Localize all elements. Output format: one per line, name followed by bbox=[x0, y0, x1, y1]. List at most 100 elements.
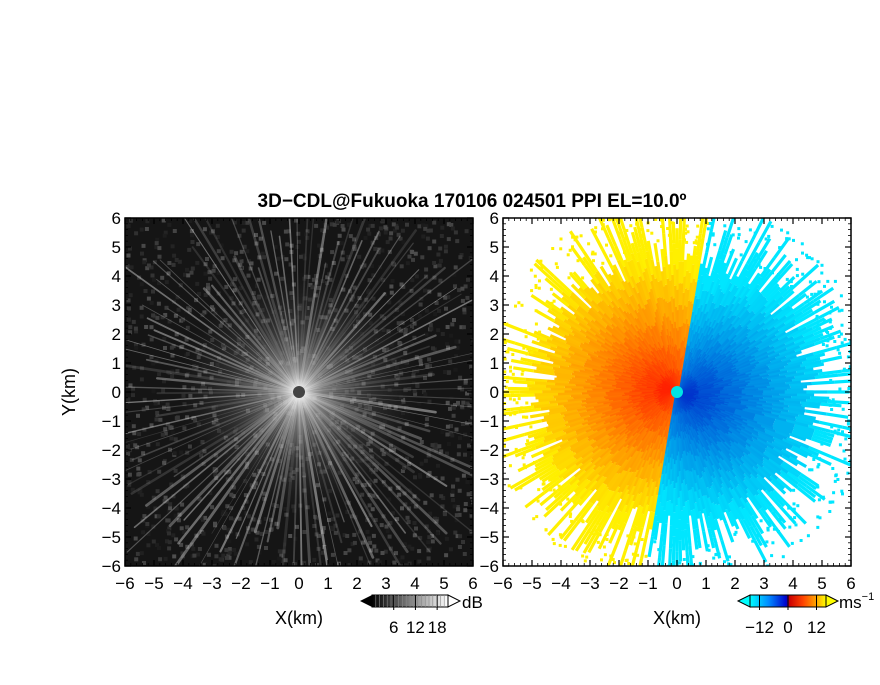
velocity-speckle-pixel bbox=[608, 570, 611, 573]
velocity-speckle-pixel bbox=[792, 239, 795, 242]
velocity-speckle-pixel bbox=[508, 484, 511, 487]
velocity-beam-segment bbox=[675, 488, 676, 512]
noise-pixel bbox=[233, 277, 237, 281]
velocity-speckle-pixel bbox=[866, 357, 869, 360]
noise-pixel bbox=[413, 521, 417, 525]
velocity-speckle-pixel bbox=[773, 528, 776, 531]
velocity-speckle-pixel bbox=[635, 222, 638, 225]
velocity-speckle-pixel bbox=[646, 244, 649, 247]
velocity-speckle-pixel bbox=[829, 379, 832, 382]
noise-pixel bbox=[378, 560, 382, 564]
noise-pixel bbox=[228, 547, 232, 551]
noise-pixel bbox=[278, 549, 282, 553]
velocity-speckle-pixel bbox=[653, 540, 656, 543]
velocity-beam-segment bbox=[539, 400, 556, 401]
velocity-speckle-pixel bbox=[549, 306, 552, 309]
noise-pixel bbox=[453, 504, 457, 508]
velocity-speckle-pixel bbox=[550, 288, 553, 291]
velocity-speckle-pixel bbox=[778, 518, 781, 521]
velocity-beam-segment bbox=[664, 233, 666, 256]
x-tick-label: −1 bbox=[260, 574, 279, 593]
velocity-speckle-pixel bbox=[538, 287, 541, 290]
velocity-beam-segment bbox=[671, 504, 672, 526]
noise-pixel bbox=[419, 303, 423, 307]
noise-pixel bbox=[342, 228, 346, 232]
noise-pixel bbox=[262, 221, 266, 225]
velocity-speckle-pixel bbox=[683, 576, 686, 579]
velocity-speckle-pixel bbox=[484, 368, 487, 371]
noise-pixel bbox=[264, 546, 268, 550]
velocity-speckle-pixel bbox=[788, 526, 791, 529]
velocity-speckle-pixel bbox=[712, 557, 715, 560]
noise-pixel bbox=[371, 507, 375, 511]
velocity-speckle-pixel bbox=[752, 570, 755, 573]
noise-pixel bbox=[447, 237, 451, 241]
velocity-speckle-pixel bbox=[560, 238, 563, 241]
noise-pixel bbox=[285, 242, 289, 246]
velocity-speckle-pixel bbox=[654, 567, 657, 570]
velocity-speckle-pixel bbox=[530, 289, 533, 292]
velocity-speckle-pixel bbox=[671, 221, 674, 224]
noise-pixel bbox=[415, 274, 419, 278]
noise-pixel bbox=[168, 540, 172, 544]
noise-pixel bbox=[155, 418, 159, 422]
velocity-beam-segment bbox=[673, 222, 674, 243]
noise-pixel bbox=[238, 256, 242, 260]
velocity-speckle-pixel bbox=[822, 343, 825, 346]
velocity-speckle-pixel bbox=[574, 238, 577, 241]
noise-pixel bbox=[262, 255, 266, 259]
noise-pixel bbox=[441, 476, 445, 480]
velocity-speckle-pixel bbox=[832, 398, 835, 401]
velocity-beam-segment bbox=[683, 531, 684, 551]
velocity-speckle-pixel bbox=[660, 225, 663, 228]
velocity-speckle-pixel bbox=[853, 313, 856, 316]
velocity-speckle-pixel bbox=[815, 318, 818, 321]
noise-pixel bbox=[446, 325, 450, 329]
noise-pixel bbox=[401, 555, 405, 559]
velocity-speckle-pixel bbox=[552, 538, 555, 541]
velocity-beam-segment bbox=[775, 387, 791, 388]
velocity-beam-segment bbox=[550, 389, 571, 390]
noise-pixel bbox=[261, 252, 265, 256]
velocity-speckle-pixel bbox=[560, 489, 563, 492]
velocity-speckle-pixel bbox=[834, 280, 837, 283]
velocity-beam-segment bbox=[671, 252, 672, 275]
noise-pixel bbox=[171, 533, 175, 537]
noise-pixel bbox=[150, 325, 154, 329]
noise-pixel bbox=[141, 530, 145, 534]
velocity-speckle-pixel bbox=[790, 285, 793, 288]
velocity-speckle-pixel bbox=[829, 404, 832, 407]
velocity-beam-segment bbox=[687, 254, 688, 271]
noise-pixel bbox=[451, 498, 455, 502]
noise-pixel bbox=[191, 267, 195, 271]
noise-pixel bbox=[449, 223, 453, 227]
velocity-speckle-pixel bbox=[842, 408, 845, 411]
velocity-speckle-pixel bbox=[538, 331, 541, 334]
velocity-speckle-pixel bbox=[830, 306, 833, 309]
velocity-beam-segment bbox=[680, 240, 681, 262]
velocity-speckle-pixel bbox=[816, 515, 819, 518]
velocity-speckle-pixel bbox=[506, 376, 509, 379]
velocity-speckle-pixel bbox=[632, 553, 635, 556]
velocity-speckle-pixel bbox=[524, 329, 527, 332]
noise-pixel bbox=[437, 309, 441, 313]
velocity-speckle-pixel bbox=[867, 395, 870, 398]
velocity-speckle-pixel bbox=[499, 320, 502, 323]
noise-pixel bbox=[155, 411, 159, 415]
noise-pixel bbox=[423, 501, 427, 505]
velocity-speckle-pixel bbox=[504, 341, 507, 344]
x-tick-label: −5 bbox=[144, 574, 163, 593]
noise-pixel bbox=[150, 301, 154, 305]
noise-pixel bbox=[158, 418, 162, 422]
colorbar-tick-label: 6 bbox=[389, 618, 398, 637]
noise-pixel bbox=[437, 444, 441, 448]
velocity-speckle-pixel bbox=[695, 207, 698, 210]
velocity-speckle-pixel bbox=[571, 245, 574, 248]
velocity-speckle-pixel bbox=[730, 251, 733, 254]
noise-pixel bbox=[406, 261, 410, 265]
velocity-speckle-pixel bbox=[838, 309, 841, 312]
noise-pixel bbox=[458, 534, 462, 538]
velocity-speckle-pixel bbox=[816, 315, 819, 318]
velocity-speckle-pixel bbox=[855, 426, 858, 429]
velocity-beam-segment bbox=[670, 548, 671, 570]
